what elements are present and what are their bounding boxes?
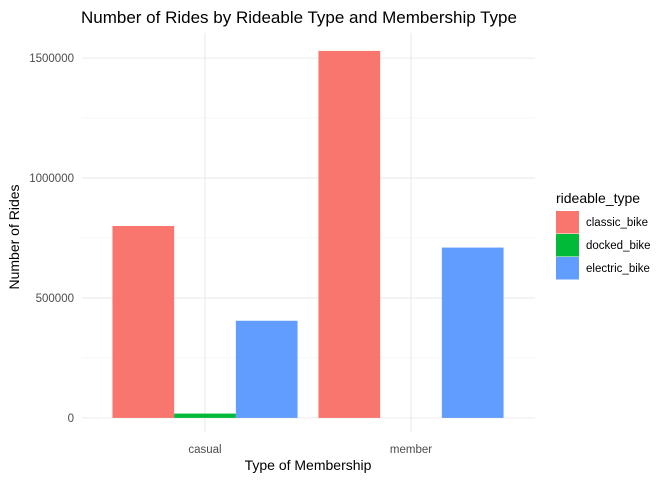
legend-key-docked_bike: [556, 234, 579, 257]
legend: classic_bike docked_bike electric_bike: [556, 211, 651, 280]
legend-title: rideable_type: [556, 190, 640, 206]
y-tick-label: 0: [68, 413, 74, 425]
chart-title: Number of Rides by Rideable Type and Mem…: [81, 8, 517, 27]
legend-label: electric_bike: [586, 263, 650, 275]
x-axis-title: Type of Membership: [245, 457, 372, 473]
plot-area: 0 500000 1000000 1500000 casual member: [29, 33, 535, 456]
y-tick-label: 1000000: [29, 173, 74, 185]
bar-electric_bike-member: [441, 247, 504, 418]
x-tick-label: member: [390, 444, 432, 456]
legend-key-classic_bike: [556, 211, 579, 234]
bar-classic_bike-casual: [112, 226, 175, 418]
bar-electric_bike-casual: [235, 320, 298, 418]
legend-label: classic_bike: [586, 217, 648, 229]
bar-docked_bike-casual: [174, 413, 236, 418]
x-tick-label: casual: [188, 444, 221, 456]
y-tick-label: 500000: [36, 293, 74, 305]
y-tick-label: 1500000: [29, 53, 74, 65]
legend-label: docked_bike: [586, 240, 651, 252]
legend-key-electric_bike: [556, 257, 579, 280]
y-axis-title: Number of Rides: [6, 184, 22, 289]
bar-classic_bike-member: [318, 50, 381, 418]
